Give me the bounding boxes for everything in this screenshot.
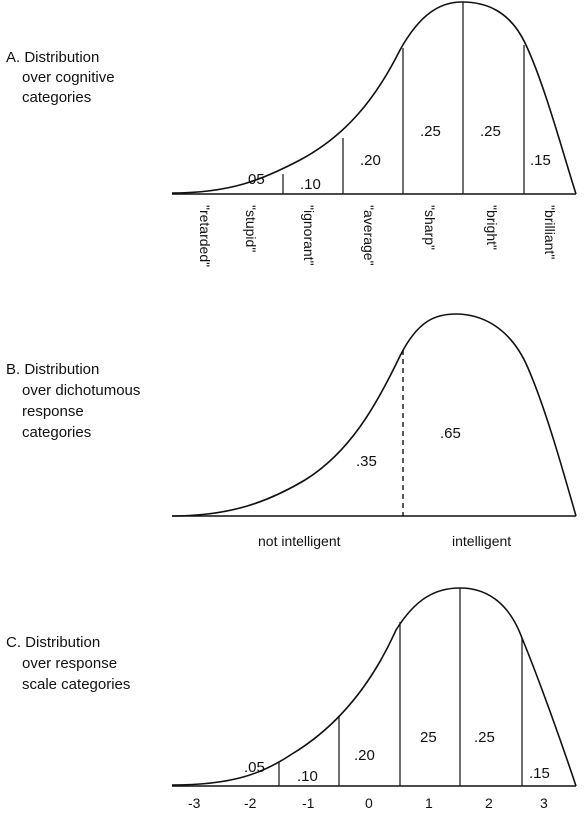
panel-a-value-5: .25 <box>480 123 501 140</box>
panel-c-category-minus-1: -1 <box>302 795 315 811</box>
panel-c-category-0: 0 <box>365 795 373 811</box>
panel-c-curve <box>171 587 577 787</box>
panel-c-value-4: 25 <box>420 729 437 746</box>
panel-c: C. Distribution over response scale cate… <box>6 587 577 811</box>
panel-a-category-average: "average" <box>361 205 377 266</box>
panel-b-title-line-2: over dichotumous <box>22 382 140 399</box>
panel-a-title-line-2: over cognitive <box>22 69 115 86</box>
panel-c-value-2: .10 <box>297 768 318 785</box>
panel-c-category-1: 1 <box>425 795 433 811</box>
panel-c-title-line-3: scale categories <box>22 676 130 693</box>
panel-c-title-line-2: over response <box>22 655 117 672</box>
panel-c-category-minus-2: -2 <box>244 795 257 811</box>
panel-a-value-4: .25 <box>420 123 441 140</box>
panel-a-category-ignorant: "ignorant" <box>301 205 317 266</box>
panel-b-curve <box>171 313 577 517</box>
panel-b: B. Distribution over dichotumous respons… <box>6 313 577 549</box>
panel-c-value-3: .20 <box>354 747 375 764</box>
panel-a-value-6: .15 <box>530 152 551 169</box>
panel-a-value-1: 05 <box>248 171 265 188</box>
panel-c-value-5: .25 <box>474 729 495 746</box>
panel-c-category-3: 3 <box>540 795 548 811</box>
panel-b-category-intelligent: intelligent <box>452 533 511 549</box>
panel-b-value-1: .35 <box>356 453 377 470</box>
panel-b-title-line-4: categories <box>22 424 91 441</box>
panel-b-value-2: .65 <box>440 425 461 442</box>
panel-a: A. Distribution over cognitive categorie… <box>6 1 577 267</box>
panel-c-value-1: .05 <box>244 759 265 776</box>
panel-a-title-line-1: A. Distribution <box>6 49 99 66</box>
panel-a-curve <box>171 1 577 195</box>
panel-b-category-not-intelligent: not intelligent <box>258 533 341 549</box>
panel-c-value-6: .15 <box>529 765 550 782</box>
panel-b-title-line-3: response <box>22 403 84 420</box>
panel-a-value-3: .20 <box>360 152 381 169</box>
panel-c-category-minus-3: -3 <box>188 795 201 811</box>
panel-a-category-bright: "bright" <box>484 205 500 250</box>
panel-a-category-brilliant: "brilliant" <box>542 205 558 259</box>
panel-a-value-2: .10 <box>300 176 321 193</box>
panel-b-title-line-1: B. Distribution <box>6 361 99 378</box>
panel-a-category-retarded: "retarded" <box>197 205 213 267</box>
panel-a-title-line-3: categories <box>22 89 91 106</box>
panel-a-category-sharp: "sharp" <box>422 205 438 250</box>
panel-c-category-2: 2 <box>485 795 493 811</box>
panel-c-title-line-1: C. Distribution <box>6 634 100 651</box>
panel-a-category-stupid: "stupid" <box>243 205 259 252</box>
